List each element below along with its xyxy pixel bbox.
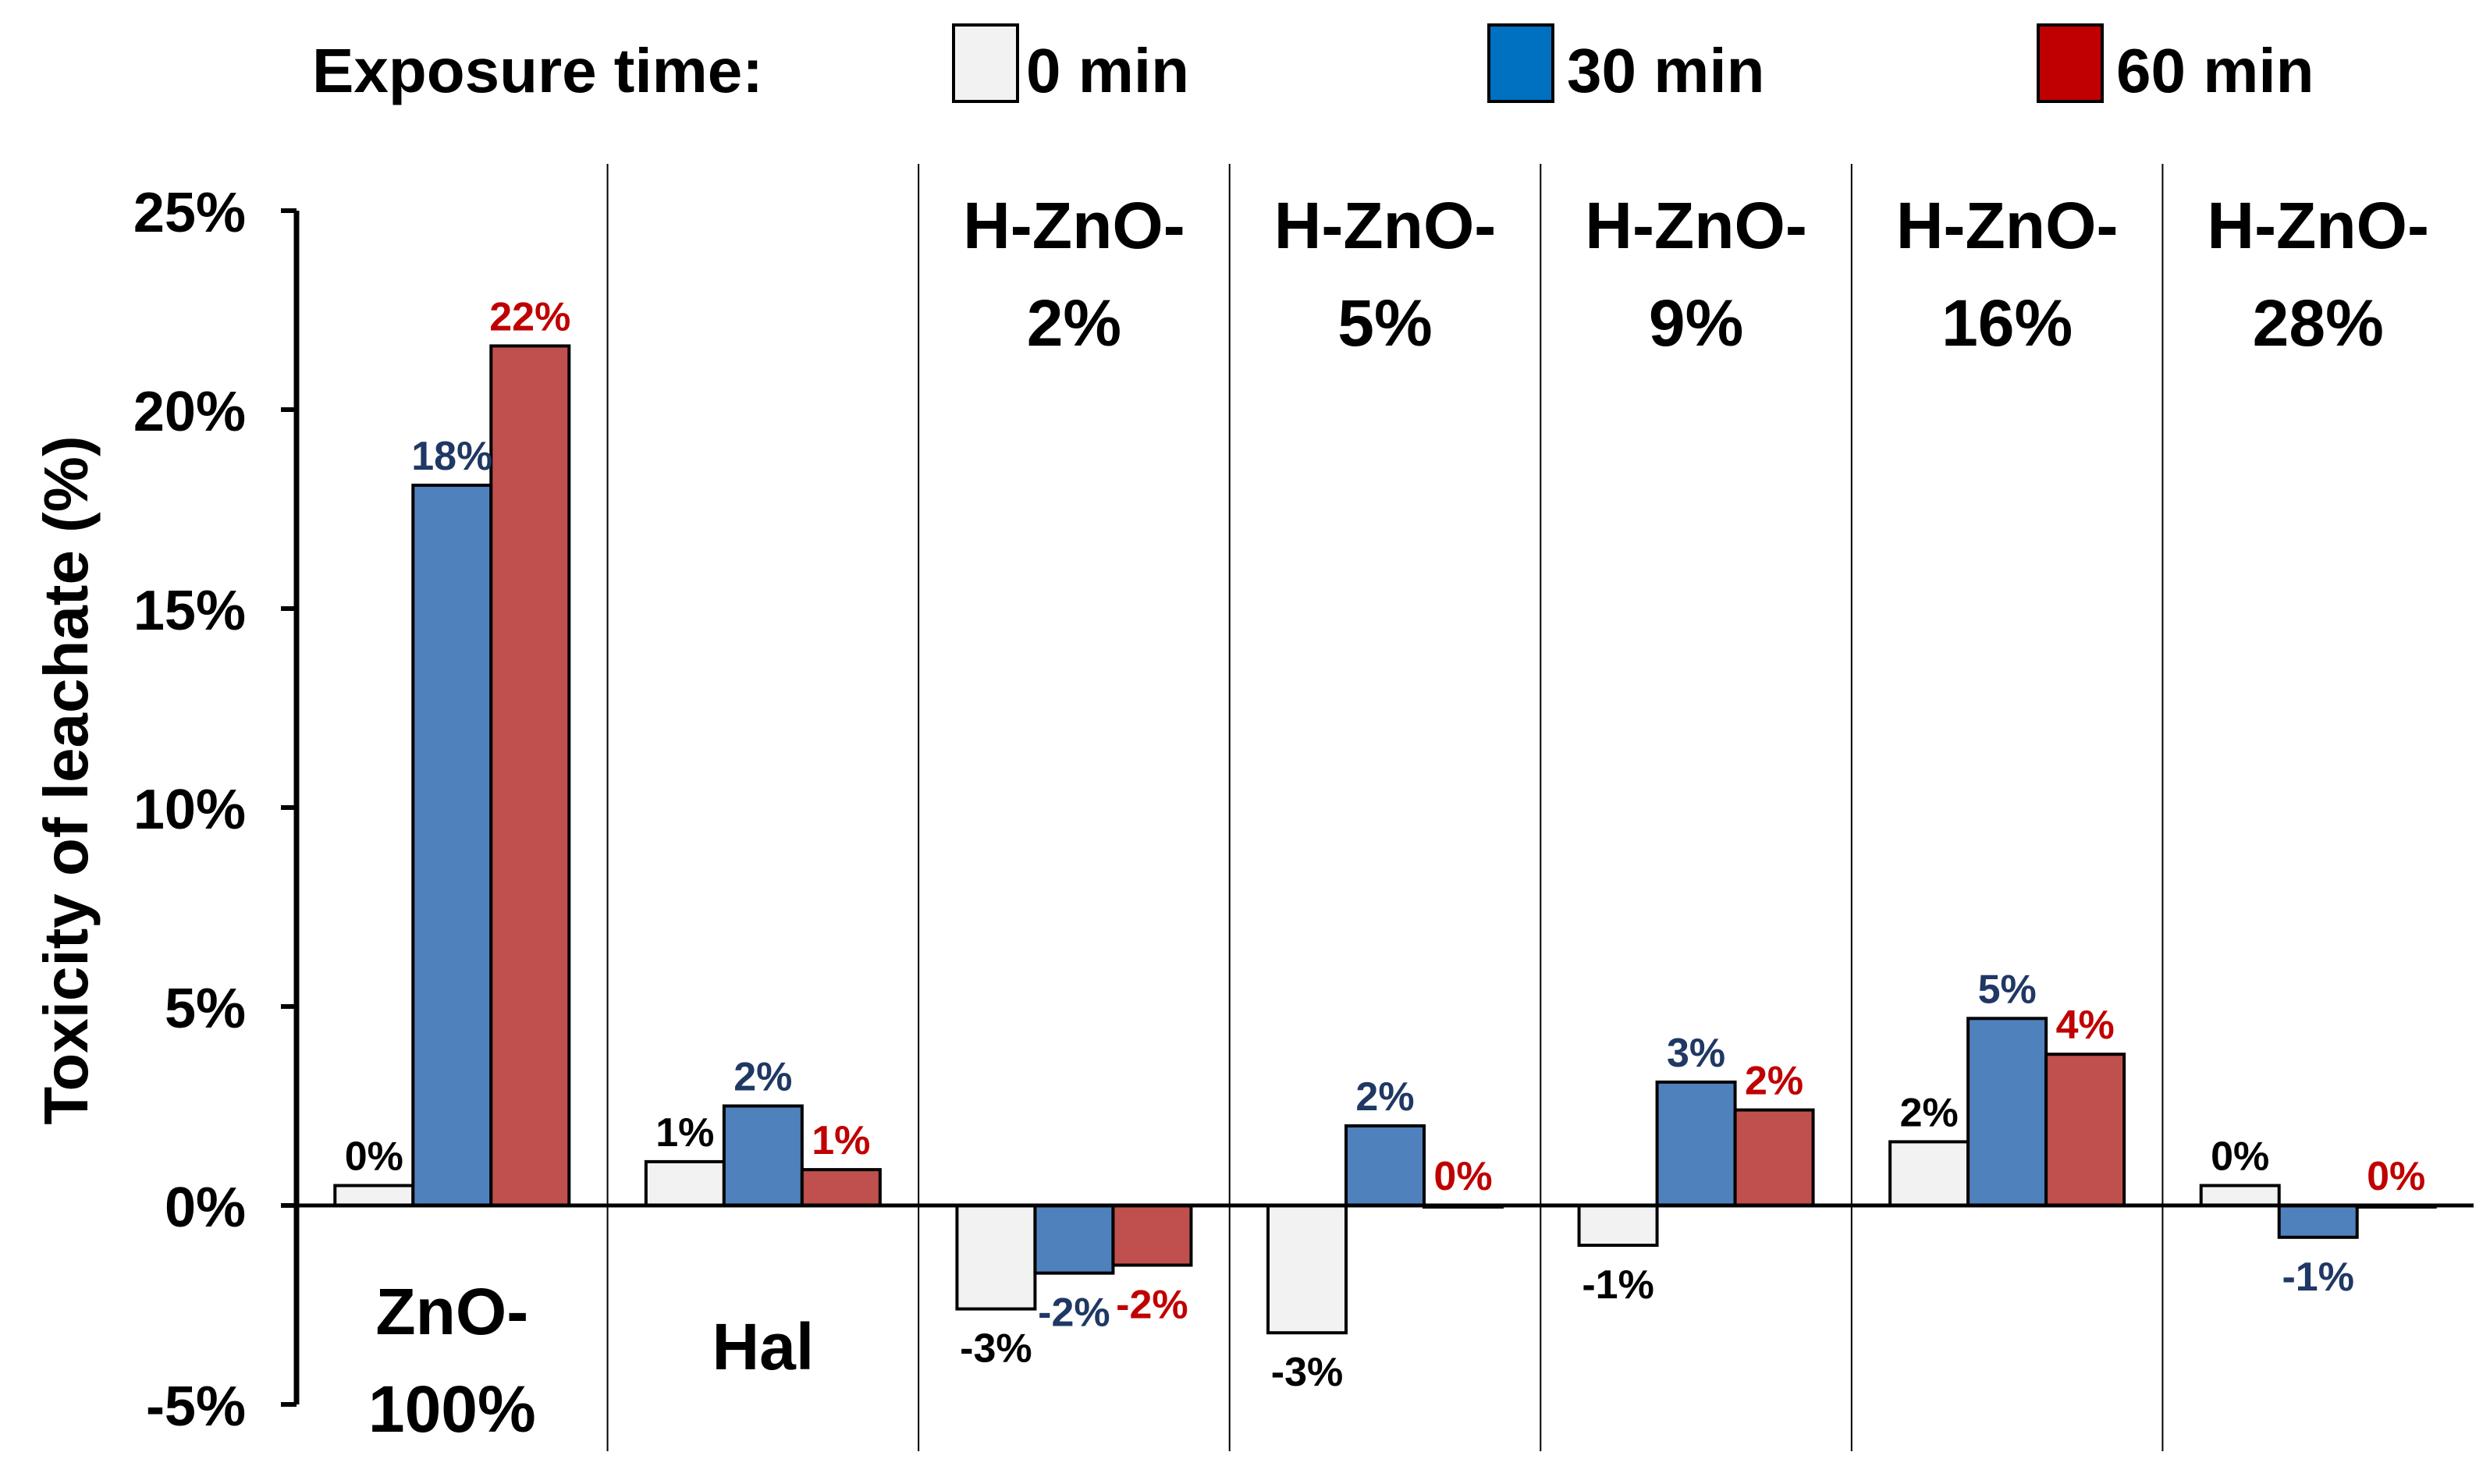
bar-60-min-cat6 (2044, 1053, 2126, 1207)
bar-30-min-cat6 (1966, 1017, 2048, 1208)
bar-0-min-cat6 (1888, 1140, 1970, 1208)
bar-value-label: -1% (2282, 1255, 2353, 1300)
bar-value-label: -3% (960, 1326, 1032, 1372)
bar-0-min-cat3 (955, 1204, 1037, 1311)
bar-30-min-cat1 (411, 483, 493, 1207)
legend-label-2: 30 min (1567, 36, 1764, 105)
bar-60-min-cat3 (1111, 1204, 1193, 1267)
bars (333, 344, 2437, 1335)
bar-0-min-cat7 (2199, 1184, 2281, 1207)
bar-value-label: 22% (489, 294, 570, 339)
bar-value-label: 0% (345, 1134, 403, 1180)
bar-value-label: 4% (2056, 1003, 2115, 1048)
bar-value-label: 2% (734, 1055, 792, 1100)
bar-value-label: 1% (812, 1118, 870, 1163)
bar-value-label: 2% (1745, 1059, 1803, 1104)
bar-value-label: 3% (1667, 1031, 1725, 1076)
y-tick-label: 25% (133, 182, 246, 244)
bar-0-min-cat4 (1266, 1204, 1348, 1335)
legend: Exposure time: 0 min 30 min 60 min (312, 23, 2314, 105)
bar-labels: 0%18%22%1%2%1%-3%-2% -2%-3%2%0%-1%3%2%2%5… (345, 294, 2426, 1395)
bar-value-label: 5% (1978, 967, 2037, 1012)
legend-label-1: 0 min (1026, 36, 1189, 105)
category-label: H-ZnO- (2207, 189, 2429, 262)
category-label: 100% (368, 1372, 536, 1446)
category-label: Hal (712, 1310, 814, 1383)
y-tick-label: -5% (146, 1376, 246, 1438)
bar-30-min-cat4 (1344, 1124, 1426, 1207)
bar-30-min-cat5 (1655, 1080, 1737, 1208)
bar-value-label: -2% (1038, 1291, 1110, 1336)
legend-label-3: 60 min (2116, 36, 2314, 105)
bar-value-label: 2% (1355, 1074, 1414, 1120)
legend-swatch-1 (952, 23, 1019, 103)
category-labels: ZnO- 100% Hal H-ZnO- 2% H-ZnO- 5% H-ZnO- 9% H-ZnO… (368, 189, 2429, 1446)
bar-value-label: 0% (2211, 1134, 2269, 1180)
category-label: H-ZnO- (1274, 189, 1497, 262)
category-label: H-ZnO- (1896, 189, 2119, 262)
bar-30-min-cat3 (1033, 1204, 1115, 1275)
bar-value-label: 1% (655, 1110, 714, 1156)
y-tick-label: 5% (165, 978, 246, 1040)
category-label: H-ZnO- (963, 189, 1185, 262)
category-label: 9% (1649, 286, 1743, 360)
bar-0-min-cat2 (644, 1159, 726, 1208)
bar-value-label: -3% (1271, 1350, 1343, 1395)
bar-value-label: -2% (1116, 1283, 1188, 1328)
legend-swatch-3 (2037, 23, 2104, 103)
y-axis: 25% 20% 15% 10% 5% 0% -5% (133, 182, 300, 1438)
bar-60-min-cat2 (800, 1168, 882, 1207)
bar-value-label: -1% (1582, 1262, 1653, 1308)
legend-title: Exposure time: (312, 36, 763, 105)
bar-value-label: 2% (1900, 1090, 1959, 1135)
category-label: 28% (2253, 286, 2384, 360)
category-label: 16% (1941, 286, 2073, 360)
y-tick-label: 20% (133, 381, 246, 443)
legend-swatch-2 (1487, 23, 1554, 103)
bar-60-min-cat1 (489, 344, 571, 1207)
y-axis-title-group: Toxicity of leachate (%) (31, 435, 101, 1124)
category-label: 5% (1337, 286, 1432, 360)
y-tick-label: 10% (133, 779, 246, 841)
bar-30-min-cat2 (722, 1104, 804, 1207)
y-axis-title: Toxicity of leachate (%) (31, 435, 101, 1124)
y-tick-label: 15% (133, 580, 246, 642)
category-separators (606, 164, 2164, 1451)
y-tick-label: 0% (165, 1177, 246, 1239)
category-label: 2% (1027, 286, 1121, 360)
bar-value-label: 18% (411, 434, 492, 479)
bar-0-min-cat1 (333, 1184, 415, 1207)
category-label: ZnO- (375, 1275, 528, 1348)
bar-30-min-cat7 (2277, 1204, 2359, 1239)
bar-value-label: 0% (1433, 1154, 1492, 1199)
category-label: H-ZnO- (1585, 189, 1807, 262)
bar-60-min-cat5 (1733, 1108, 1815, 1207)
bar-value-label: 0% (2367, 1154, 2425, 1199)
bar-0-min-cat5 (1577, 1204, 1659, 1247)
